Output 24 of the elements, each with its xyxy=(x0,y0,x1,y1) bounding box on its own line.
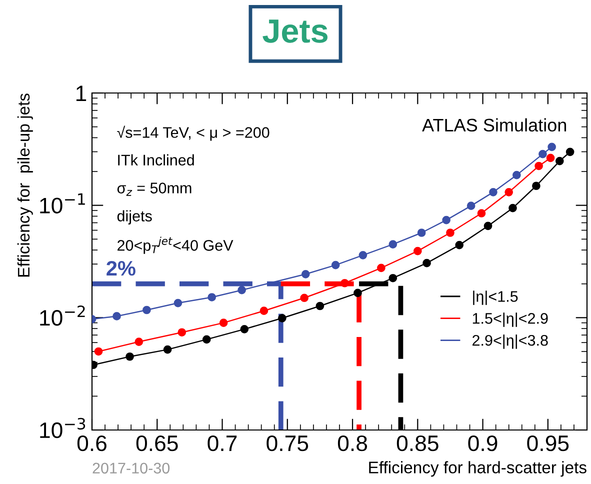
annotation: σ$_{z}$ = 50mm xyxy=(117,182,192,196)
chart-title: Jets xyxy=(262,20,328,43)
y-axis-title: Efficiency for pile-up jets xyxy=(17,94,33,277)
x-tick-label: 0.7 xyxy=(208,435,237,452)
annotation: 2% xyxy=(106,260,136,276)
annotation: ITk Inclined xyxy=(118,154,194,166)
legend-label: |η|<1.5 xyxy=(473,290,518,305)
legend-label: 2.9<|η|<3.8 xyxy=(472,334,548,349)
x-tick-label: 0.95 xyxy=(527,435,569,452)
x-tick-label: 0.85 xyxy=(396,435,438,452)
y-tick-label: 10$^{−1}$ xyxy=(40,193,85,214)
x-axis-title: Efficiency for hard-scatter jets xyxy=(369,461,586,477)
x-tick-label: 0.8 xyxy=(338,435,368,452)
annotation: 20<p$_{T}$$^{jet}$<40 GeV xyxy=(118,236,234,254)
annotation: ATLAS Simulation xyxy=(422,118,566,132)
x-tick-label: 0.65 xyxy=(136,435,178,452)
legend-label: 1.5<|η|<2.9 xyxy=(472,312,548,327)
x-tick-label: 0.75 xyxy=(266,435,308,452)
annotation: dijets xyxy=(117,210,152,224)
y-tick-label: 10$^{−2}$ xyxy=(40,305,85,326)
annotation: √s=14 TeV, < μ > =200 xyxy=(117,126,270,141)
y-tick-label: 1 xyxy=(76,86,86,102)
text: 2017-10-30 xyxy=(92,462,170,474)
x-tick-label: 0.9 xyxy=(468,435,498,452)
